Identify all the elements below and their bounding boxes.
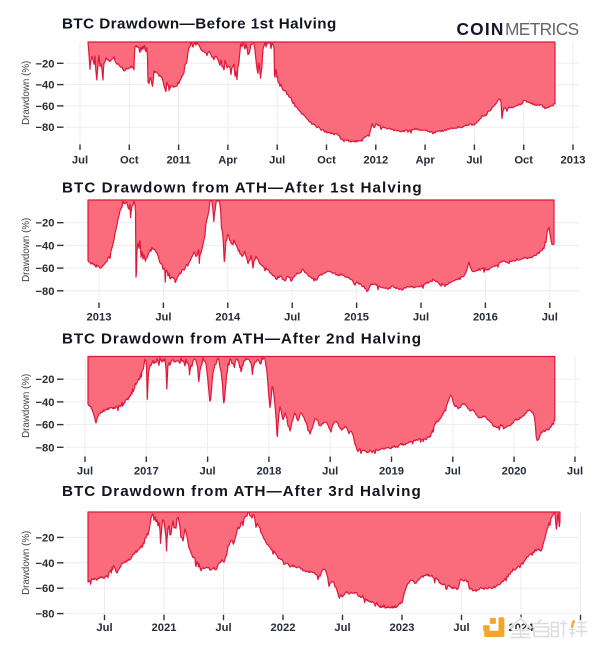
svg-text:BTC Drawdown from ATH—After 1s: BTC Drawdown from ATH—After 1st Halving: [62, 180, 423, 197]
svg-text:Drawdown (%): Drawdown (%): [21, 374, 32, 438]
svg-text:−60: −60: [36, 583, 55, 595]
svg-text:METRICS: METRICS: [505, 19, 579, 39]
svg-text:−60: −60: [36, 263, 55, 275]
svg-text:Drawdown (%): Drawdown (%): [21, 531, 32, 595]
svg-text:2021: 2021: [152, 622, 177, 634]
svg-text:Apr: Apr: [218, 155, 238, 167]
svg-text:−20: −20: [36, 58, 55, 70]
svg-text:2023: 2023: [390, 622, 415, 634]
svg-text:Jul: Jul: [453, 622, 469, 634]
svg-text:−60: −60: [36, 420, 55, 432]
svg-text:−20: −20: [36, 532, 55, 544]
svg-text:Jul: Jul: [542, 312, 558, 324]
svg-text:−80: −80: [36, 122, 55, 134]
svg-text:Oct: Oct: [514, 155, 533, 167]
svg-text:Jul: Jul: [96, 622, 112, 634]
svg-text:COIN: COIN: [457, 19, 505, 39]
svg-text:2022: 2022: [271, 622, 296, 634]
svg-text:Drawdown (%): Drawdown (%): [21, 61, 32, 125]
svg-text:Jul: Jul: [269, 155, 285, 167]
svg-text:Drawdown (%): Drawdown (%): [21, 218, 32, 282]
svg-text:−40: −40: [36, 397, 55, 409]
svg-text:BTC Drawdown from ATH—After 3r: BTC Drawdown from ATH—After 3rd Halving: [62, 483, 422, 500]
svg-text:−40: −40: [36, 558, 55, 570]
svg-text:Jul: Jul: [322, 466, 338, 478]
svg-text:2016: 2016: [473, 312, 498, 324]
svg-text:Jul: Jul: [567, 466, 583, 478]
svg-text:2019: 2019: [379, 466, 404, 478]
svg-text:2017: 2017: [134, 466, 159, 478]
svg-text:−40: −40: [36, 80, 55, 92]
svg-text:−80: −80: [36, 286, 55, 298]
svg-text:−20: −20: [36, 218, 55, 230]
svg-text:Jul: Jul: [215, 622, 231, 634]
svg-text:2012: 2012: [363, 155, 388, 167]
svg-text:2020: 2020: [502, 466, 527, 478]
svg-text:2011: 2011: [166, 155, 190, 167]
svg-text:BTC Drawdown—Before 1st Halvin: BTC Drawdown—Before 1st Halving: [62, 16, 337, 33]
svg-text:Apr: Apr: [415, 155, 435, 167]
svg-text:−80: −80: [36, 442, 55, 454]
svg-text:2013: 2013: [561, 155, 586, 167]
svg-text:−40: −40: [36, 240, 55, 252]
svg-text:−60: −60: [36, 101, 55, 113]
svg-text:Jul: Jul: [413, 312, 429, 324]
svg-text:2014: 2014: [215, 312, 241, 324]
svg-text:Oct: Oct: [120, 155, 139, 167]
svg-text:BTC Drawdown from ATH—After 2n: BTC Drawdown from ATH—After 2nd Halving: [62, 331, 422, 348]
svg-text:−20: −20: [36, 374, 55, 386]
svg-text:Jul: Jul: [200, 466, 216, 478]
svg-text:Jul: Jul: [466, 155, 482, 167]
svg-text:Jul: Jul: [155, 312, 171, 324]
svg-text:Jul: Jul: [445, 466, 461, 478]
svg-text:Jul: Jul: [72, 155, 88, 167]
svg-text:2018: 2018: [256, 466, 281, 478]
svg-text:Jul: Jul: [284, 312, 300, 324]
svg-text:Oct: Oct: [317, 155, 336, 167]
svg-text:2013: 2013: [87, 312, 112, 324]
svg-text:Jul: Jul: [77, 466, 93, 478]
svg-text:Jul: Jul: [334, 622, 350, 634]
svg-text:2015: 2015: [344, 312, 369, 324]
svg-text:−80: −80: [36, 609, 55, 621]
